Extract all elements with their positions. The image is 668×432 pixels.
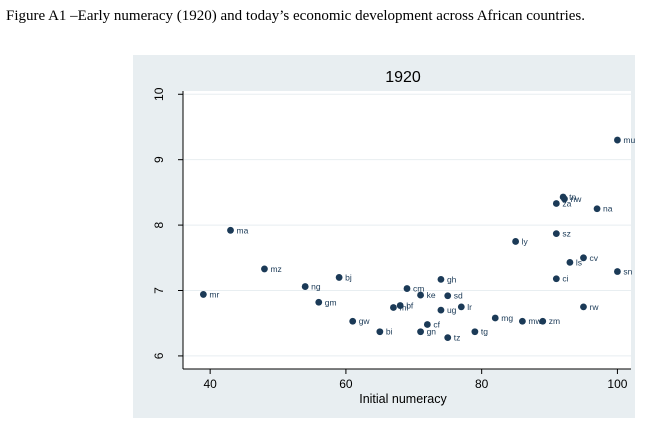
point-label-rw: rw <box>589 302 599 312</box>
point-label-ci: ci <box>562 274 568 284</box>
point-label-mz: mz <box>270 264 281 274</box>
y-axis-ticks: 6 7 8 9 10 <box>152 87 183 359</box>
point-label-sd: sd <box>454 291 463 301</box>
point-label-ml: ml <box>399 303 408 313</box>
point-mr <box>199 291 207 298</box>
point-label-nw: nw <box>570 194 582 204</box>
point-label-cv: cv <box>589 253 598 263</box>
y-tick-label-7: 7 <box>152 287 166 294</box>
point-label-mr: mr <box>209 289 219 299</box>
point-label-gn: gn <box>427 327 437 337</box>
point-sn <box>614 268 621 275</box>
point-ls <box>566 258 574 266</box>
point-cv <box>580 254 587 262</box>
point-label-ma: ma <box>237 225 249 235</box>
point-label-gh: gh <box>447 274 457 284</box>
point-cf <box>423 321 431 328</box>
point-mg <box>491 314 499 322</box>
figure-caption: Figure A1 –Early numeracy (1920) and tod… <box>6 8 585 24</box>
point-bj <box>335 274 343 281</box>
point-sz <box>552 230 560 237</box>
point-label-ly: ly <box>522 236 529 246</box>
point-label-lr: lr <box>467 302 472 312</box>
gridlines <box>183 93 631 357</box>
point-ma <box>227 226 234 234</box>
point-ng <box>301 283 309 290</box>
point-tg <box>471 328 479 336</box>
point-gm <box>315 298 323 306</box>
point-ug <box>437 306 445 314</box>
point-zm <box>539 317 547 325</box>
point-gw <box>349 317 357 325</box>
point-bf <box>396 302 404 309</box>
point-label-sz: sz <box>562 229 571 239</box>
point-rw <box>580 303 587 311</box>
point-label-bf: bf <box>406 301 414 311</box>
point-label-tz: tz <box>454 333 461 343</box>
point-label-mg: mg <box>501 313 513 323</box>
point-tz <box>444 334 452 342</box>
point-label-cf: cf <box>433 320 440 330</box>
point-label-bj: bj <box>345 272 352 282</box>
y-tick-label-10: 10 <box>152 87 166 101</box>
point-bi <box>376 328 384 336</box>
point-label-ng: ng <box>311 282 321 292</box>
point-nw <box>561 195 568 203</box>
x-axis-ticks: 40 60 80 100 <box>203 369 628 391</box>
point-mz <box>261 265 268 273</box>
point-label-tn: tn <box>569 192 576 202</box>
point-label-tg: tg <box>481 327 488 337</box>
x-axis-title: Initial numeracy <box>359 392 447 406</box>
point-label-zm: zm <box>549 316 560 326</box>
point-label-mu: mu <box>623 135 635 145</box>
point-gn <box>417 328 424 336</box>
panel-title: 1920 <box>385 69 421 86</box>
y-tick-label-9: 9 <box>152 156 166 163</box>
x-tick-label-100: 100 <box>607 377 627 391</box>
point-label-gm: gm <box>325 297 337 307</box>
point-sd <box>444 292 452 300</box>
point-label-za: za <box>562 199 571 209</box>
point-cm <box>403 285 411 292</box>
point-label-gw: gw <box>359 316 371 326</box>
point-label-ls: ls <box>576 257 582 267</box>
point-label-na: na <box>603 204 613 214</box>
point-ke <box>417 291 424 299</box>
point-ml <box>390 304 397 311</box>
point-ly <box>512 238 520 245</box>
point-na <box>593 205 601 213</box>
point-gh <box>437 275 445 283</box>
point-mu <box>614 136 621 144</box>
point-label-sn: sn <box>623 267 632 277</box>
y-tick-label-8: 8 <box>152 221 166 228</box>
x-tick-label-80: 80 <box>475 377 489 391</box>
point-label-mw: mw <box>528 316 542 326</box>
x-tick-label-60: 60 <box>339 377 353 391</box>
point-lr <box>457 303 465 311</box>
x-tick-label-40: 40 <box>203 377 217 391</box>
point-za <box>552 200 560 207</box>
point-label-ke: ke <box>427 290 436 300</box>
point-label-cm: cm <box>413 284 424 294</box>
point-mw <box>518 317 526 325</box>
point-label-bi: bi <box>386 327 393 337</box>
point-ci <box>552 275 560 283</box>
plot-area <box>183 91 631 369</box>
y-tick-label-6: 6 <box>152 352 166 359</box>
point-label-ug: ug <box>447 305 457 315</box>
